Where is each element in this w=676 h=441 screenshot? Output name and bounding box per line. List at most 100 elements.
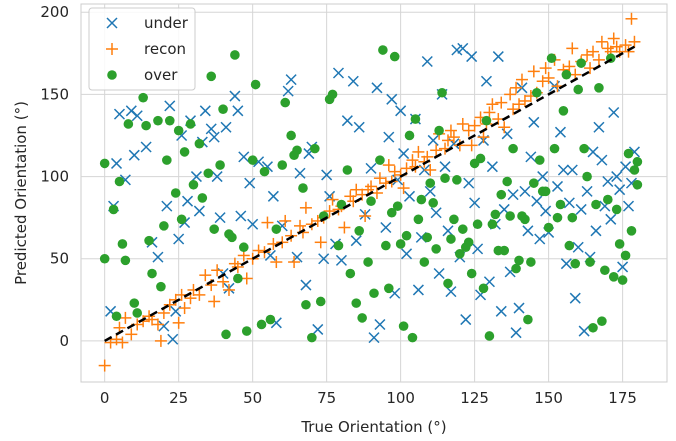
data-point-over [383, 283, 394, 294]
x-tick-label: 75 [317, 389, 336, 407]
data-point-over [632, 179, 643, 190]
data-point-over [600, 265, 610, 276]
data-point-recon [261, 216, 274, 229]
data-point-under [386, 93, 398, 105]
data-point-over [398, 321, 409, 331]
data-point-over [520, 214, 530, 225]
data-point-over [395, 239, 406, 249]
tick-labels: 0 25 50 75 100 125 150 175 0 50 100 150 200 [40, 3, 637, 407]
data-point-under [587, 146, 599, 158]
data-point-over [221, 329, 231, 340]
data-point-under [173, 233, 185, 245]
data-point-recon [231, 260, 244, 273]
data-point-recon [424, 163, 437, 176]
data-point-recon [542, 71, 555, 84]
data-point-over [247, 155, 258, 165]
data-point-over [117, 239, 128, 249]
data-point-over [259, 166, 270, 177]
legend-marker-under [106, 17, 118, 29]
data-point-over [543, 222, 554, 233]
data-point-over [632, 156, 643, 167]
data-point-recon [607, 32, 620, 45]
data-point-under [480, 75, 492, 87]
data-point-recon [504, 88, 517, 101]
data-point-under [472, 243, 484, 255]
data-point-under [158, 320, 170, 332]
data-point-under [563, 197, 575, 209]
data-point-over [401, 230, 412, 241]
data-point-recon [587, 45, 600, 58]
data-point-recon [610, 40, 623, 53]
data-point-over [138, 92, 148, 103]
data-point-under [469, 197, 481, 209]
data-point-over [490, 209, 501, 220]
data-point-recon [116, 336, 129, 349]
data-point-under [602, 175, 614, 188]
data-point-recon [285, 229, 298, 242]
legend-marker-recon [106, 43, 118, 55]
data-point-under [528, 116, 540, 128]
data-point-over [487, 219, 498, 230]
data-point-under [300, 279, 312, 291]
data-point-under [519, 185, 531, 197]
y-tick-label: 150 [40, 85, 69, 103]
data-point-over [446, 234, 456, 244]
data-point-over [623, 148, 634, 159]
data-point-over [375, 155, 385, 165]
data-point-recon [566, 42, 579, 55]
data-point-over [449, 214, 459, 225]
data-point-recon [527, 65, 540, 78]
data-point-under [560, 258, 572, 270]
data-point-under [572, 241, 584, 253]
data-point-under [190, 171, 202, 183]
data-point-under [238, 151, 250, 163]
data-point-over [472, 219, 483, 230]
data-point-recon [625, 12, 638, 25]
data-point-over [141, 120, 151, 131]
data-point-under [211, 171, 223, 183]
data-point-over [534, 155, 545, 165]
data-point-under [424, 185, 436, 197]
data-point-recon [199, 269, 212, 282]
data-point-recon [359, 210, 372, 223]
data-point-over [561, 69, 572, 80]
data-point-over [549, 143, 560, 154]
data-point-over [603, 194, 613, 205]
data-point-over [256, 319, 267, 330]
data-point-over [366, 196, 376, 207]
legend-marker-over [107, 70, 117, 80]
data-point-recon [563, 60, 576, 73]
data-point-recon [406, 154, 419, 167]
data-point-under [365, 162, 377, 174]
data-point-recon [326, 193, 339, 206]
data-point-under [347, 75, 359, 87]
data-point-under [537, 171, 549, 183]
data-point-recon [483, 106, 496, 119]
data-point-over [286, 130, 296, 141]
data-point-recon [288, 256, 301, 269]
data-point-over [381, 240, 391, 251]
data-point-recon [163, 298, 176, 311]
data-point-over [327, 89, 338, 100]
data-point-over [298, 183, 308, 193]
data-point-recon [619, 39, 632, 52]
data-point-over [203, 168, 214, 179]
data-point-over [176, 214, 187, 225]
x-tick-label: 25 [169, 389, 188, 407]
data-point-over [413, 214, 424, 225]
x-axis-label: True Orientation (°) [300, 418, 446, 436]
data-point-over [475, 153, 486, 164]
data-point-under [380, 221, 392, 234]
data-point-recon [412, 145, 425, 158]
data-point-recon [468, 119, 481, 132]
data-point-over [531, 87, 542, 98]
data-point-over [345, 268, 356, 279]
data-point-under [110, 157, 123, 169]
data-point-over [351, 298, 362, 308]
data-point-over [594, 83, 604, 93]
data-point-under [395, 105, 407, 117]
data-point-recon [222, 283, 235, 296]
data-point-over [452, 175, 462, 185]
data-point-over [579, 143, 589, 154]
